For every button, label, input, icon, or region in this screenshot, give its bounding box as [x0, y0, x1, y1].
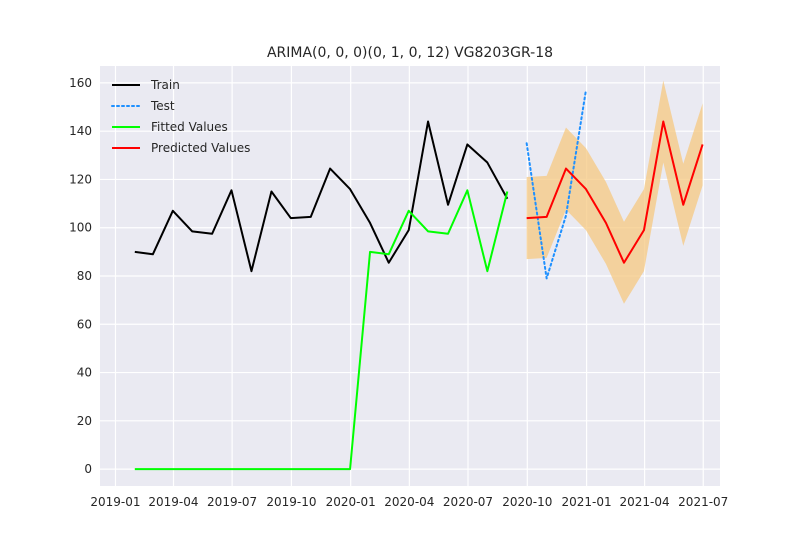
confidence-band-area [526, 80, 703, 304]
y-tick-label: 160 [69, 76, 92, 90]
legend-label: Train [150, 78, 180, 92]
y-tick-label: 0 [84, 462, 92, 476]
x-tick-label: 2020-07 [443, 495, 493, 509]
test-line [525, 89, 587, 280]
x-tick-label: 2021-01 [562, 495, 612, 509]
fitted-values-line [134, 189, 509, 471]
x-tick-label: 2020-10 [502, 495, 552, 509]
x-tick-label: 2019-04 [148, 495, 198, 509]
x-tick-label: 2020-01 [326, 495, 376, 509]
legend-label: Fitted Values [151, 120, 228, 134]
tick-labels: 0 20 40 60 80 100 120 140 160 2019-01 2019-04 2019-… [69, 76, 728, 509]
y-tick-label: 60 [77, 317, 92, 331]
y-tick-label: 100 [69, 221, 92, 235]
x-tick-label: 2019-07 [207, 495, 257, 509]
y-tick-label: 20 [77, 414, 92, 428]
y-tick-label: 120 [69, 172, 92, 186]
x-tick-label: 2021-07 [678, 495, 728, 509]
y-tick-label: 40 [77, 366, 92, 380]
predicted-values-line [526, 120, 704, 264]
legend-label: Test [150, 99, 175, 113]
legend: Train Test Fitted Values Predicted Values [111, 78, 250, 155]
x-tick-label: 2019-10 [266, 495, 316, 509]
y-tick-label: 80 [77, 269, 92, 283]
x-tick-label: 2020-04 [384, 495, 434, 509]
y-tick-label: 140 [69, 124, 92, 138]
chart-title: ARIMA(0, 0, 0)(0, 1, 0, 12) VG8203GR-18 [267, 45, 553, 61]
x-tick-label: 2019-01 [90, 495, 140, 509]
train-line [134, 120, 509, 273]
legend-label: Predicted Values [151, 141, 250, 155]
series-lines [134, 89, 704, 471]
grid [100, 66, 720, 486]
x-tick-label: 2021-04 [620, 495, 670, 509]
confidence-band [526, 80, 703, 304]
